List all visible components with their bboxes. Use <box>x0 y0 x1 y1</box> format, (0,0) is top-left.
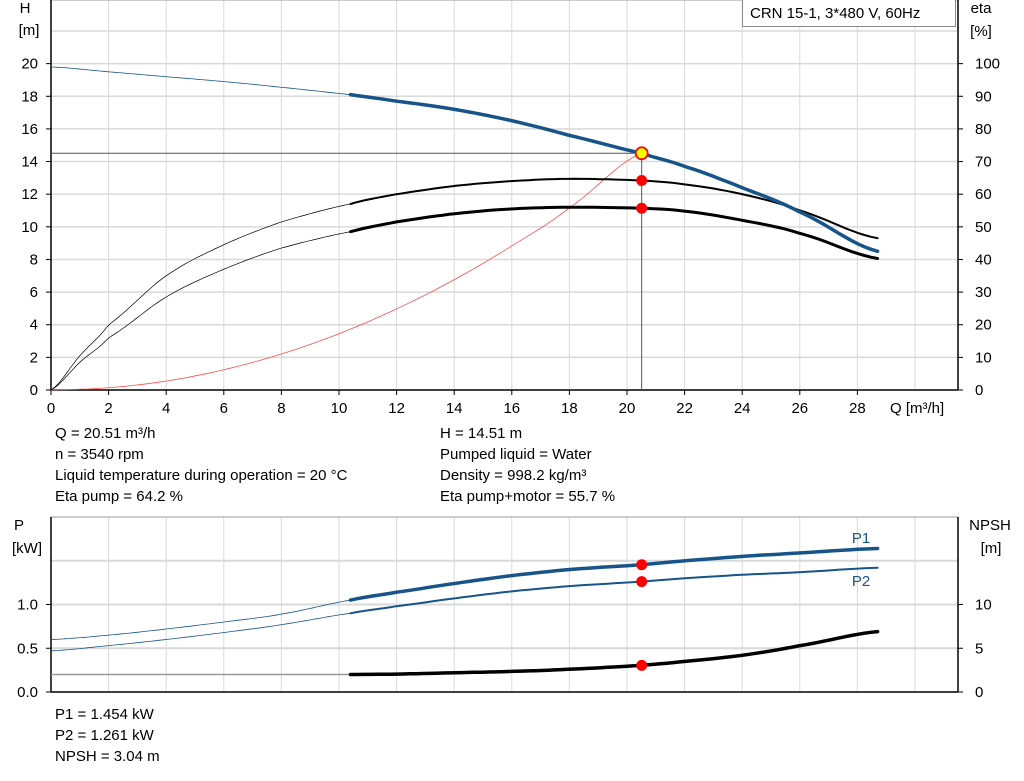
y2-tick-label: 100 <box>975 56 1000 73</box>
x-tick-label: 24 <box>734 400 751 417</box>
x-tick-label: 6 <box>220 400 228 417</box>
y-tick-label: 16 <box>21 121 38 138</box>
chart-panel-0 <box>46 0 963 395</box>
plot-frame <box>50 0 959 391</box>
y-tick-label: 1.0 <box>17 597 38 614</box>
y-tick-label: 0.5 <box>17 640 38 657</box>
y2-tick-label: 0 <box>975 382 983 399</box>
info-eta-pump-motor: Eta pump+motor = 55.7 % <box>440 488 616 505</box>
y2-tick-label: 70 <box>975 154 992 171</box>
operating-point-marker <box>634 146 649 161</box>
x-tick-label: 0 <box>47 400 55 417</box>
x-tick-label: 26 <box>791 400 808 417</box>
y-tick-label: 0.0 <box>17 684 38 701</box>
x-tick-label: 8 <box>277 400 285 417</box>
y2-tick-label: 40 <box>975 251 992 268</box>
p2-series-label: P2 <box>852 573 870 590</box>
x-tick-label: 10 <box>331 400 348 417</box>
y2-tick-label: 5 <box>975 640 983 657</box>
y2-axis-label: NPSH <box>969 517 1011 534</box>
y2-tick-label: 10 <box>975 597 992 614</box>
y-tick-label: 10 <box>21 219 38 236</box>
p2-curve-extended <box>50 612 351 652</box>
info-head: H = 14.51 m <box>440 425 523 442</box>
power-info: P1 = 1.454 kW P2 = 1.261 kW NPSH = 3.04 … <box>55 704 160 767</box>
eta-pump-motor-curve <box>349 205 880 260</box>
y-tick-label: 12 <box>21 186 38 203</box>
y-tick-label: 4 <box>30 317 38 334</box>
info-liquid: Pumped liquid = Water <box>440 446 592 463</box>
pump-title: CRN 15-1, 3*480 V, 60Hz <box>742 0 956 27</box>
eta-pump-motor-marker <box>636 202 648 214</box>
y-tick-label: 0 <box>30 382 38 399</box>
y2-axis-label: eta <box>971 0 993 17</box>
info-npsh: NPSH = 3.04 m <box>55 748 160 765</box>
p2-marker <box>636 576 648 588</box>
y-axis-unit: [m] <box>19 22 40 39</box>
y2-tick-label: 50 <box>975 219 992 236</box>
info-p1: P1 = 1.454 kW <box>55 706 154 723</box>
info-p2: P2 = 1.261 kW <box>55 727 154 744</box>
y2-tick-label: 80 <box>975 121 992 138</box>
head-curve <box>348 92 880 254</box>
npsh-marker <box>636 659 648 671</box>
info-speed: n = 3540 rpm <box>55 446 144 463</box>
y-tick-label: 6 <box>30 284 38 301</box>
x-tick-label: 2 <box>104 400 112 417</box>
x-axis-label: Q [m³/h] <box>890 400 944 417</box>
y-tick-label: 2 <box>30 349 38 366</box>
info-density: Density = 998.2 kg/m³ <box>440 467 587 484</box>
y-tick-label: 20 <box>21 56 38 73</box>
head-curve-extended <box>50 66 351 95</box>
y2-tick-label: 90 <box>975 88 992 105</box>
y2-tick-label: 10 <box>975 349 992 366</box>
y2-tick-label: 20 <box>975 317 992 334</box>
x-tick-label: 14 <box>446 400 463 417</box>
system-curve <box>50 152 642 391</box>
y2-tick-label: 30 <box>975 284 992 301</box>
y-axis-unit: [kW] <box>12 540 42 557</box>
eta-pump-marker <box>636 174 648 186</box>
eta-pump-curve-extended <box>50 203 351 391</box>
operating-info-left: Q = 20.51 m³/h n = 3540 rpm Liquid tempe… <box>55 423 347 507</box>
x-tick-label: 20 <box>619 400 636 417</box>
y-tick-label: 8 <box>30 251 38 268</box>
info-eta-pump: Eta pump = 64.2 % <box>55 488 183 505</box>
operating-info-right: H = 14.51 m Pumped liquid = Water Densit… <box>440 423 615 507</box>
x-tick-label: 4 <box>162 400 170 417</box>
y2-axis-unit: [m] <box>981 540 1002 557</box>
eta-pump-motor-curve-extended <box>50 231 351 391</box>
y2-tick-label: 60 <box>975 186 992 203</box>
p2-curve <box>349 566 879 615</box>
x-tick-label: 12 <box>388 400 405 417</box>
x-tick-label: 16 <box>503 400 520 417</box>
info-temperature: Liquid temperature during operation = 20… <box>55 467 348 484</box>
p1-series-label: P1 <box>852 530 870 547</box>
x-tick-label: 22 <box>676 400 693 417</box>
x-tick-label: 28 <box>849 400 866 417</box>
y2-axis-unit: [%] <box>970 23 992 40</box>
p1-curve-extended <box>50 599 351 640</box>
y-tick-label: 18 <box>21 88 38 105</box>
p1-marker <box>636 559 648 571</box>
y2-tick-label: 0 <box>975 684 983 701</box>
p1-curve <box>348 546 880 602</box>
y-axis-label: P <box>14 517 24 534</box>
y-tick-label: 14 <box>21 154 38 171</box>
info-flow: Q = 20.51 m³/h <box>55 425 156 442</box>
y-axis-label: H <box>20 0 31 17</box>
chart-panel-1 <box>46 516 963 693</box>
npsh-curve <box>348 629 880 677</box>
x-tick-label: 18 <box>561 400 578 417</box>
